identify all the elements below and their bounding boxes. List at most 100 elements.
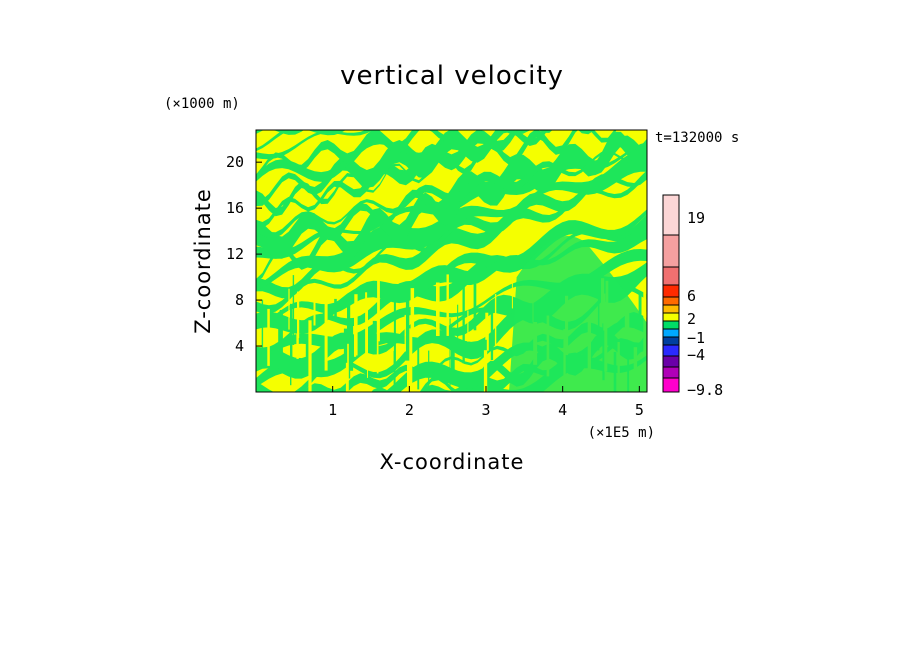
plot-area xyxy=(255,0,648,393)
field-band xyxy=(256,150,647,239)
colorbar-swatch xyxy=(662,296,680,306)
colorbar-swatch xyxy=(662,328,680,338)
field-streak xyxy=(405,287,410,361)
field-bands xyxy=(256,0,647,392)
field-streak xyxy=(490,303,494,360)
field-streak xyxy=(511,275,513,309)
field-streak xyxy=(457,304,459,338)
field-streak xyxy=(486,323,489,351)
field-streak xyxy=(308,320,312,392)
plot-frame xyxy=(255,129,648,393)
field-region xyxy=(509,236,647,392)
chart-title: vertical velocity xyxy=(340,61,564,91)
x-tick-label: 2 xyxy=(405,401,414,419)
field-band xyxy=(256,214,647,353)
colorbar-swatch xyxy=(662,234,680,268)
field-streak xyxy=(417,338,420,390)
field-band xyxy=(256,249,647,364)
x-axis-ticks: 1 2 3 4 5 xyxy=(328,386,644,419)
colorbar-swatch xyxy=(662,320,680,330)
x-tick-label: 1 xyxy=(328,401,337,419)
x-tick-label: 3 xyxy=(481,401,490,419)
field-band xyxy=(256,131,647,284)
field-streak xyxy=(296,333,299,359)
field-streak xyxy=(449,318,451,386)
time-label: t=132000 s xyxy=(655,130,739,146)
colorbar-swatch xyxy=(662,336,680,346)
colorbar-label: −1 xyxy=(687,329,705,347)
field-streak xyxy=(376,315,379,374)
field-streak xyxy=(347,298,351,379)
field-band xyxy=(256,130,304,135)
field-streak xyxy=(313,283,316,326)
colorbar-swatch xyxy=(662,355,680,368)
colorbar-label: 6 xyxy=(687,287,696,305)
field-streak xyxy=(436,282,440,336)
field-streak xyxy=(345,343,349,392)
field-streak xyxy=(365,292,368,362)
field-band xyxy=(256,130,553,229)
field-streak xyxy=(288,288,290,330)
x-tick-label: 5 xyxy=(635,401,644,419)
colorbar-label: 19 xyxy=(687,209,705,227)
colorbar-label: 2 xyxy=(687,310,696,328)
field-streak xyxy=(451,327,455,379)
field-band xyxy=(256,0,647,115)
field-streak xyxy=(297,291,300,339)
colorbar-label: −4 xyxy=(687,346,705,364)
field-band xyxy=(256,130,647,217)
field-streak xyxy=(349,323,354,371)
colorbar-labels: 19 6 2−1−4 −9.8 xyxy=(687,209,723,399)
colorbar-swatch xyxy=(662,194,680,236)
y-axis-label: Z-coordinate xyxy=(191,188,215,334)
colorbar-swatch xyxy=(662,284,680,298)
field-band xyxy=(256,130,459,178)
field-streak xyxy=(446,274,449,336)
field-band xyxy=(256,130,595,207)
field-streak xyxy=(354,294,358,356)
y-tick-label: 4 xyxy=(235,337,244,355)
colorbar-swatch xyxy=(662,366,680,379)
field-streak xyxy=(305,341,309,364)
field-band xyxy=(256,266,647,379)
field-streak xyxy=(643,286,647,352)
y-tick-label: 20 xyxy=(226,153,244,171)
y-axis-ticks: 4 8 12 16 20 xyxy=(226,153,262,355)
x-axis-label: X-coordinate xyxy=(380,450,525,474)
field-streak xyxy=(494,294,497,346)
field-streak xyxy=(367,309,368,378)
field-streak xyxy=(324,297,328,371)
field-band xyxy=(256,130,346,152)
field-streak xyxy=(261,299,264,354)
field-streak xyxy=(377,279,380,342)
y-axis-unit: (×1000 m) xyxy=(164,96,240,112)
field-streak xyxy=(279,310,283,368)
field-streak xyxy=(290,308,293,373)
field-streak xyxy=(467,310,469,342)
colorbar-label: −9.8 xyxy=(687,381,723,399)
y-tick-label: 8 xyxy=(235,291,244,309)
field-band xyxy=(256,170,647,314)
field-band xyxy=(256,209,647,334)
field-streak xyxy=(292,275,295,345)
field-band xyxy=(371,330,647,392)
x-tick-label: 4 xyxy=(558,401,567,419)
x-axis-unit: (×1E5 m) xyxy=(588,425,655,441)
field-band xyxy=(256,130,374,160)
field-streak xyxy=(473,283,477,331)
field-band xyxy=(256,222,647,327)
field-streak xyxy=(428,350,430,392)
colorbar-swatch xyxy=(662,304,680,314)
field-streak xyxy=(343,328,348,363)
field-streak xyxy=(393,286,396,368)
field-streak xyxy=(334,298,337,322)
field-band xyxy=(256,173,647,299)
field-streak xyxy=(462,283,465,364)
colorbar-swatch xyxy=(662,344,680,357)
colorbar-swatch xyxy=(662,377,680,393)
field-streak xyxy=(410,288,415,332)
field-streak xyxy=(404,314,406,352)
colorbar-swatch xyxy=(662,312,680,322)
field-streak xyxy=(483,350,488,392)
